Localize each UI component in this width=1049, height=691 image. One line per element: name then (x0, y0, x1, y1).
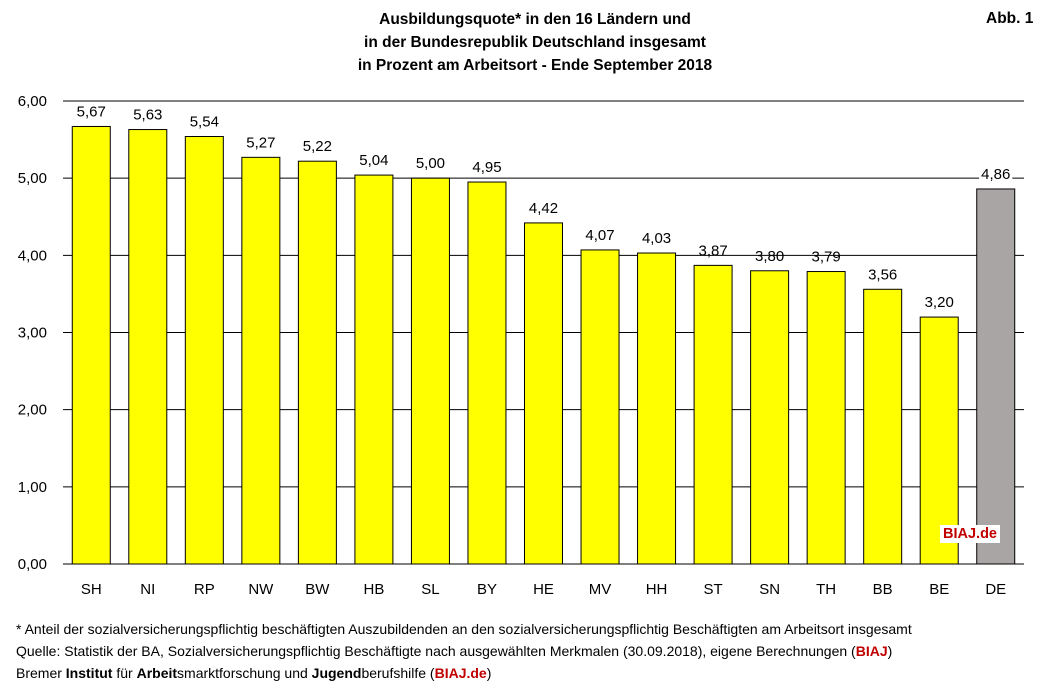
bar-st (693, 264, 733, 565)
x-tick-label-hb: HB (363, 581, 384, 598)
y-tick-label-2: 2,00 (18, 402, 47, 419)
x-tick-label-bb: BB (873, 581, 893, 598)
x-tick-label-nw: NW (248, 581, 274, 598)
y-tick-label-4: 4,00 (18, 247, 47, 264)
x-tick-label-th: TH (816, 581, 836, 598)
x-tick-label-be: BE (929, 581, 949, 598)
org-part-1: Bremer (16, 665, 66, 681)
bar-rp (184, 135, 224, 565)
source-close: ) (887, 643, 893, 659)
data-label-hh: 4,03 (642, 230, 671, 247)
data-label-bb: 3,56 (868, 266, 897, 283)
data-label-background (979, 164, 1013, 184)
bar-he (524, 222, 563, 565)
x-tick-label-sn: SN (759, 581, 780, 598)
chart-title: Ausbildungsquote* in den 16 Ländern und … (300, 8, 770, 77)
biaj-watermark: BIAJ.de (940, 525, 1000, 543)
source-brand: BIAJ (855, 643, 888, 659)
x-tick-label-hh: HH (646, 581, 668, 598)
data-label-sh: 5,67 (77, 103, 106, 120)
chart-title-line-1: Ausbildungsquote* in den 16 Ländern und (379, 11, 691, 28)
x-tick-label-he: HE (533, 581, 554, 598)
data-label-hb: 5,04 (359, 152, 388, 169)
data-label-sl: 5,00 (416, 155, 445, 172)
x-tick-label-sh: SH (81, 581, 102, 598)
y-tick-label-5: 5,00 (18, 170, 47, 187)
bar-sl (410, 177, 450, 565)
data-label-st: 3,87 (698, 242, 727, 259)
y-tick-label-1: 1,00 (18, 479, 47, 496)
data-label-de: 4,86 (981, 166, 1010, 183)
footnotes: * Anteil der sozialversicherungspflichti… (16, 618, 912, 684)
bar-de (976, 188, 1016, 565)
y-axis-ticks: 0,00 1,00 2,00 3,00 4,00 5,00 6,00 (18, 93, 47, 573)
chart-title-line-2: in der Bundesrepublik Deutschland insges… (364, 34, 706, 51)
org-part-7: berufshilfe ( (361, 665, 435, 681)
data-label-be: 3,20 (925, 294, 954, 311)
y-tick-label-0: 0,00 (18, 556, 47, 573)
org-part-2: Institut (65, 665, 113, 681)
data-labels: 5,67 5,63 5,54 5,27 5,22 5,04 5,00 4,95 4,42 4,07… (77, 103, 1013, 311)
bar-be (919, 316, 959, 565)
chart-title-line-3: in Prozent am Arbeitsort - Ende Septembe… (357, 57, 713, 74)
data-label-nw: 5,27 (246, 134, 275, 151)
data-label-bw: 5,22 (303, 138, 332, 155)
y-tick-label-6: 6,00 (18, 93, 47, 110)
org-part-6: Jugend (311, 665, 362, 681)
footnote-source: Quelle: Statistik der BA, Sozialversiche… (16, 640, 912, 662)
x-tick-label-rp: RP (194, 581, 215, 598)
source-text: Quelle: Statistik der BA, Sozialversiche… (16, 643, 856, 659)
bar-hh (637, 252, 677, 565)
data-label-th: 3,79 (812, 249, 841, 266)
x-tick-label-st: ST (704, 581, 723, 598)
bar-bb (863, 288, 903, 565)
bar-sn (750, 270, 790, 565)
y-tick-label-3: 3,00 (18, 325, 47, 342)
data-label-rp: 5,54 (190, 113, 219, 130)
bar-chart: 0,00 1,00 2,00 3,00 4,00 5,00 6,00 5,67 5,63 5,5… (18, 93, 1024, 598)
x-tick-label-by: BY (477, 581, 497, 598)
org-part-8: ) (486, 665, 492, 681)
bar-by (467, 181, 507, 565)
bar-th (806, 271, 846, 565)
x-tick-label-bw: BW (305, 581, 330, 598)
data-label-ni: 5,63 (133, 107, 162, 124)
org-part-3: für (112, 665, 137, 681)
bar-hb (354, 174, 394, 565)
org-part-4: Arbeit (136, 665, 178, 681)
bar-bw (297, 160, 337, 565)
x-axis-ticks: SH NI RP NW BW HB SL BY HE MV HH ST SN TH BB BE DE (81, 581, 1006, 598)
data-label-sn: 3,80 (755, 248, 784, 265)
data-label-by: 4,95 (472, 159, 501, 176)
x-tick-label-ni: NI (140, 581, 155, 598)
bar-ni (128, 129, 168, 565)
x-tick-label-sl: SL (421, 581, 439, 598)
footnote-definition: * Anteil der sozialversicherungspflichti… (16, 621, 912, 637)
figure-label: Abb. 1 (986, 10, 1034, 27)
bar-mv (580, 249, 620, 565)
bar-nw (241, 156, 281, 565)
footnote-organization: Bremer Institut für Arbeitsmarktforschun… (16, 662, 912, 684)
org-brand: BIAJ.de (434, 665, 487, 681)
data-label-he: 4,42 (529, 200, 558, 217)
x-tick-label-mv: MV (589, 581, 612, 598)
x-tick-label-de: DE (985, 581, 1006, 598)
bar-sh (71, 125, 111, 565)
data-label-mv: 4,07 (585, 227, 614, 244)
org-part-5: smarktforschung und (177, 665, 312, 681)
bars (71, 125, 1016, 565)
